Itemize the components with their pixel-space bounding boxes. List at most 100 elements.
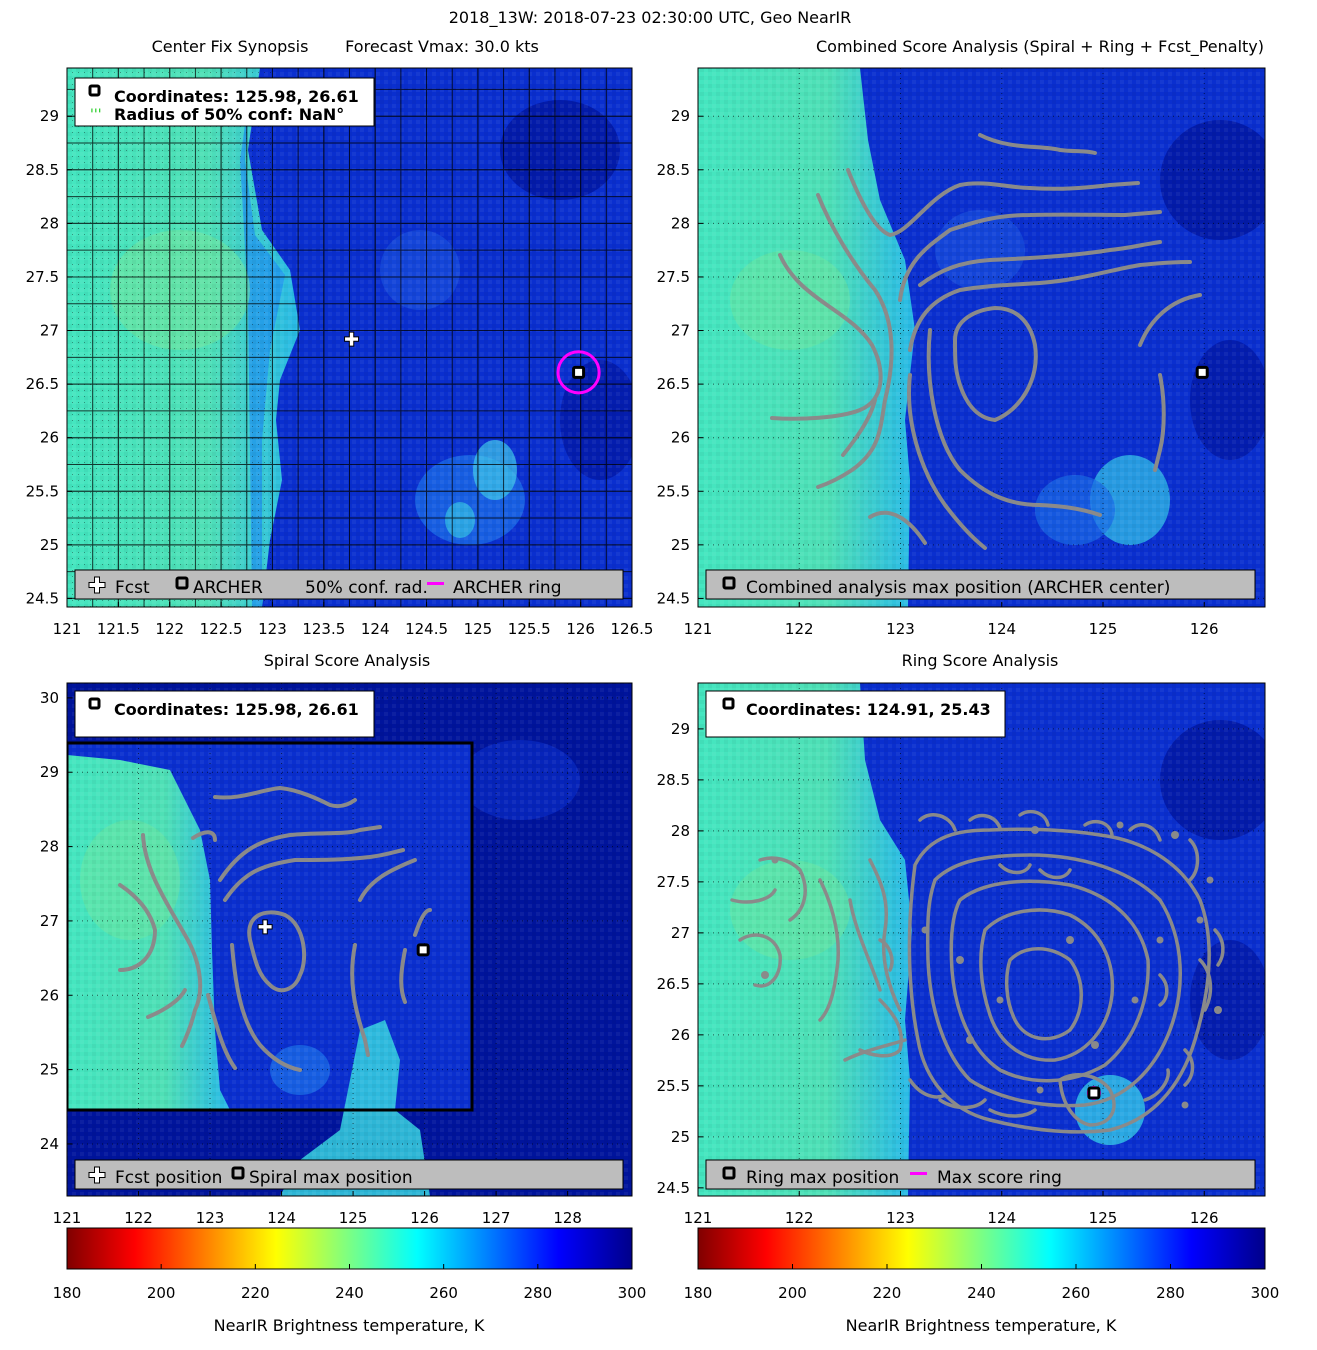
y-tick-label: 25 bbox=[671, 536, 690, 554]
max-square-icon bbox=[572, 365, 586, 379]
y-tick-label: 28.5 bbox=[26, 161, 59, 179]
panel1-fcst-marker bbox=[344, 331, 360, 347]
legend-ring-line-icon bbox=[427, 582, 444, 585]
panel3-info-box: Coordinates: 125.98, 26.61 bbox=[74, 690, 375, 738]
x-tick-label: 127 bbox=[482, 1209, 511, 1227]
x-tick-label: 121 bbox=[53, 1209, 82, 1227]
colorbar-tick-label: 240 bbox=[335, 1284, 364, 1302]
colorbar-tick-label: 220 bbox=[873, 1284, 902, 1302]
panel1-legend-ring: ARCHER ring bbox=[453, 578, 561, 598]
panel3-contours bbox=[118, 786, 432, 1072]
figure-suptitle: 2018_13W: 2018-07-23 02:30:00 UTC, Geo N… bbox=[449, 8, 852, 28]
y-tick-label: 29 bbox=[671, 720, 690, 738]
panel4-legend-ring: Max score ring bbox=[937, 1168, 1062, 1188]
x-tick-label: 122 bbox=[155, 620, 184, 638]
colorbar-tick-label: 300 bbox=[1251, 1284, 1280, 1302]
panel4-heatmap bbox=[698, 683, 1265, 1196]
panel1-heatmap bbox=[67, 68, 632, 607]
x-tick-label: 122 bbox=[785, 1209, 814, 1227]
y-tick-label: 26 bbox=[40, 986, 59, 1004]
y-tick-label: 27.5 bbox=[657, 873, 690, 891]
colorbar-right-label: NearIR Brightness temperature, K bbox=[846, 1316, 1117, 1335]
panel2-legend: Combined analysis max position (ARCHER c… bbox=[705, 569, 1256, 600]
archer-ring-circle bbox=[556, 350, 601, 395]
x-tick-label: 124.5 bbox=[405, 620, 448, 638]
y-tick-label: 29 bbox=[671, 107, 690, 125]
panel1-x-ticks: 121 121.5 122 122.5 123 123.5 124 124.5 125 125.5… bbox=[53, 602, 654, 638]
y-tick-label: 27 bbox=[40, 912, 59, 930]
panel3-title: Spiral Score Analysis bbox=[264, 651, 431, 670]
panel4-x-ticks: 121 122 123 124 125 126 bbox=[684, 1191, 1219, 1227]
x-tick-label: 123.5 bbox=[302, 620, 345, 638]
panel3-legend-max: Spiral max position bbox=[249, 1168, 413, 1188]
panel1-info-box: Coordinates: 125.98, 26.61 ''' Radius of… bbox=[74, 77, 375, 127]
y-tick-label: 24.5 bbox=[26, 589, 59, 607]
x-tick-label: 123 bbox=[886, 1209, 915, 1227]
panel3-y-ticks: 24 25 26 27 28 29 30 bbox=[40, 689, 72, 1153]
panel1-archer-ring bbox=[556, 350, 601, 395]
panel1-legend-conf: 50% conf. rad. bbox=[305, 578, 428, 598]
y-tick-label: 28 bbox=[671, 214, 690, 232]
x-tick-label: 124 bbox=[267, 1209, 296, 1227]
panel1-conf-radius: Radius of 50% conf: NaN° bbox=[114, 105, 344, 124]
y-tick-label: 29 bbox=[40, 763, 59, 781]
colorbar-right: 180 200 220 240 260 280 300 NearIR Brightness … bbox=[684, 1227, 1280, 1335]
x-tick-label: 122.5 bbox=[200, 620, 243, 638]
panel4-contour-blobs bbox=[761, 821, 1222, 1109]
x-tick-label: 122 bbox=[124, 1209, 153, 1227]
panel3-fcst-marker bbox=[257, 919, 273, 935]
panel1-archer-marker bbox=[572, 365, 586, 379]
x-tick-label: 121 bbox=[53, 620, 82, 638]
panel2-title: Combined Score Analysis (Spiral + Ring +… bbox=[816, 37, 1264, 57]
y-tick-label: 24.5 bbox=[657, 1179, 690, 1197]
panel4-grid bbox=[698, 683, 1265, 1196]
panel2-y-ticks: 24.5 25 25.5 26 26.5 27 27.5 28 28.5 29 bbox=[657, 107, 703, 607]
y-tick-label: 30 bbox=[40, 689, 59, 707]
panel1-conf-dots-icon: ''' bbox=[90, 107, 102, 123]
panel4-info-box-icon bbox=[722, 697, 735, 710]
y-tick-label: 28.5 bbox=[657, 161, 690, 179]
panel2-max-marker bbox=[1195, 365, 1209, 379]
y-tick-label: 25.5 bbox=[26, 482, 59, 500]
panel4-max-marker bbox=[1086, 1085, 1101, 1100]
y-tick-label: 25 bbox=[40, 536, 59, 554]
panel4-legend: Ring max position Max score ring bbox=[705, 1159, 1256, 1190]
colorbar-left-ticks: 180 200 220 240 260 280 300 bbox=[53, 1264, 646, 1302]
y-tick-label: 26.5 bbox=[26, 375, 59, 393]
y-tick-label: 28 bbox=[40, 214, 59, 232]
legend-max-square-icon bbox=[722, 576, 736, 590]
colorbar-tick-label: 180 bbox=[53, 1284, 82, 1302]
y-tick-label: 28.5 bbox=[657, 771, 690, 789]
colorbar-right-ticks: 180 200 220 240 260 280 300 bbox=[684, 1264, 1280, 1302]
x-tick-label: 126 bbox=[566, 620, 595, 638]
x-tick-label: 123 bbox=[196, 1209, 225, 1227]
y-tick-label: 25.5 bbox=[657, 1077, 690, 1095]
panel3-analysis-box bbox=[67, 741, 474, 1112]
panel2-contours bbox=[770, 133, 1202, 550]
colorbar-tick-label: 260 bbox=[1062, 1284, 1091, 1302]
y-tick-label: 27 bbox=[671, 322, 690, 340]
panel2-legend-max: Combined analysis max position (ARCHER c… bbox=[746, 578, 1170, 598]
panel4-coordinates: Coordinates: 124.91, 25.43 bbox=[746, 700, 991, 719]
y-tick-label: 26 bbox=[671, 1026, 690, 1044]
panel4-y-ticks: 24.5 25 25.5 26 26.5 27 27.5 28 28.5 29 bbox=[657, 720, 703, 1197]
panel2-x-ticks: 121 122 123 124 125 126 bbox=[684, 602, 1219, 638]
x-tick-label: 122 bbox=[785, 620, 814, 638]
y-tick-label: 26 bbox=[671, 429, 690, 447]
y-tick-label: 25 bbox=[40, 1061, 59, 1079]
colorbar-tick-label: 280 bbox=[1156, 1284, 1185, 1302]
y-tick-label: 26.5 bbox=[657, 375, 690, 393]
y-tick-label: 26.5 bbox=[657, 975, 690, 993]
x-tick-label: 126.5 bbox=[611, 620, 654, 638]
colorbar-tick-label: 220 bbox=[241, 1284, 270, 1302]
y-tick-label: 28 bbox=[671, 822, 690, 840]
panel3-x-ticks: 121 122 123 124 125 126 127 128 bbox=[53, 1191, 582, 1227]
y-tick-label: 28 bbox=[40, 838, 59, 856]
x-tick-label: 126 bbox=[410, 1209, 439, 1227]
legend-fcst-cross-icon bbox=[88, 576, 106, 594]
x-tick-label: 125 bbox=[1089, 620, 1118, 638]
colorbar-tick-label: 240 bbox=[967, 1284, 996, 1302]
panel1-coordinates: Coordinates: 125.98, 26.61 bbox=[114, 87, 359, 106]
y-tick-label: 27 bbox=[40, 322, 59, 340]
y-tick-label: 24 bbox=[40, 1135, 59, 1153]
